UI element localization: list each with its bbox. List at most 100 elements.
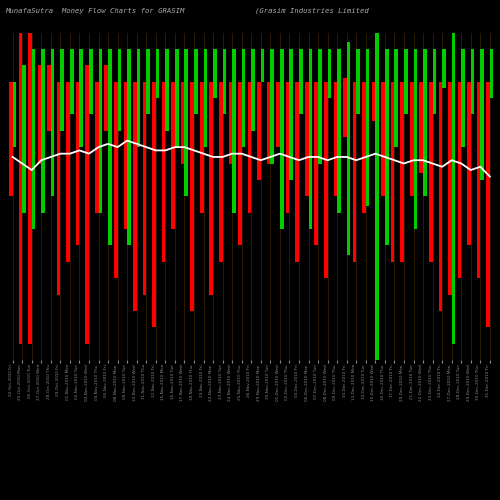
Bar [127,49,131,246]
Bar [166,49,169,130]
Bar [118,49,122,130]
Bar [70,49,73,114]
Bar [476,82,480,278]
Bar [42,49,45,212]
Bar [86,65,89,344]
Bar [334,82,337,196]
Bar [9,82,13,196]
Bar [400,82,404,262]
Text: (Grasim Industries Limited: (Grasim Industries Limited [255,8,369,14]
Bar [480,49,484,180]
Bar [181,82,184,164]
Bar [394,49,398,147]
Bar [276,82,280,147]
Bar [461,49,465,147]
Bar [261,49,264,82]
Bar [108,49,112,246]
Bar [76,82,80,245]
Bar [56,82,60,294]
Bar [252,49,255,130]
Bar [228,82,232,164]
Bar [238,82,242,245]
Bar [213,49,216,98]
Bar [270,49,274,164]
Bar [356,49,360,114]
Bar [142,82,146,294]
Bar [467,82,471,245]
Bar [28,16,32,344]
Bar [104,65,108,130]
Bar [438,82,442,311]
Bar [328,49,331,98]
Bar [146,49,150,114]
Bar [51,49,54,196]
Bar [305,82,308,196]
Bar [12,82,16,147]
Bar [372,82,376,121]
Bar [89,49,92,114]
Bar [308,49,312,229]
Bar [286,82,290,212]
Bar [219,82,222,262]
Bar [423,49,426,196]
Bar [162,82,166,262]
Bar [280,49,283,229]
Bar [172,82,175,229]
Bar [152,82,156,327]
Bar [452,32,456,344]
Bar [376,32,379,360]
Bar [175,49,178,147]
Bar [343,78,346,138]
Bar [366,49,370,206]
Bar [80,49,83,147]
Bar [429,82,432,262]
Bar [124,82,127,229]
Bar [32,49,36,229]
Bar [190,82,194,311]
Bar [22,65,26,212]
Bar [210,82,213,294]
Bar [385,49,388,246]
Bar [299,49,302,114]
Bar [296,82,299,262]
Bar [346,42,350,255]
Bar [324,82,328,278]
Bar [38,65,42,164]
Bar [114,82,117,278]
Bar [204,49,207,147]
Bar [232,49,236,212]
Bar [184,49,188,196]
Bar [290,49,293,180]
Bar [133,82,136,311]
Text: MunafaSutra  Money Flow Charts for GRASIM: MunafaSutra Money Flow Charts for GRASIM [5,8,184,14]
Bar [242,49,246,147]
Bar [490,49,494,98]
Bar [458,82,461,278]
Bar [194,49,198,114]
Bar [420,82,423,174]
Bar [156,49,160,98]
Bar [486,82,490,327]
Bar [410,82,414,196]
Bar [432,49,436,114]
Bar [222,49,226,114]
Bar [266,82,270,164]
Bar [391,82,394,262]
Bar [95,82,98,212]
Bar [136,49,140,147]
Bar [18,32,22,344]
Bar [318,49,322,164]
Bar [248,82,252,212]
Bar [448,82,452,294]
Bar [337,49,341,212]
Bar [442,49,446,88]
Bar [98,49,102,212]
Bar [66,82,70,262]
Bar [47,65,51,130]
Bar [471,49,474,114]
Bar [60,49,64,130]
Bar [257,82,261,180]
Bar [414,49,417,229]
Bar [404,49,407,114]
Bar [314,82,318,245]
